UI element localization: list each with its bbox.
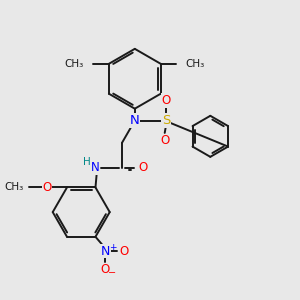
Text: CH₃: CH₃ [4, 182, 23, 192]
Text: O: O [160, 134, 169, 147]
Text: CH₃: CH₃ [65, 59, 84, 69]
Text: +: + [110, 243, 117, 252]
Text: N: N [101, 244, 110, 257]
Text: N: N [130, 114, 140, 127]
Text: O: O [161, 94, 171, 107]
Text: O: O [42, 181, 51, 194]
Text: O: O [119, 244, 129, 257]
Text: S: S [162, 114, 170, 127]
Text: CH₃: CH₃ [185, 59, 205, 69]
Text: N: N [91, 161, 100, 174]
Text: O: O [101, 263, 110, 276]
Text: −: − [108, 268, 116, 278]
Text: O: O [138, 161, 147, 174]
Text: H: H [83, 157, 91, 167]
